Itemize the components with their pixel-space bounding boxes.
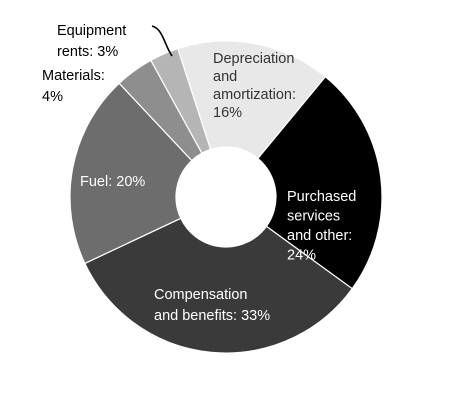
slice-label-line: 4% bbox=[42, 89, 63, 105]
slice-label-purchased-services-and-other: Purchased services and other: 24% bbox=[287, 189, 356, 264]
slice-label-line: and bbox=[213, 69, 237, 85]
slice-label-line: and other: bbox=[287, 228, 352, 244]
slice-label-fuel: Fuel: 20% bbox=[80, 174, 145, 190]
pie-slice-depreciation-and-amortization bbox=[177, 40, 327, 160]
slice-label-line: and benefits: 33% bbox=[154, 308, 270, 324]
slice-label-line: services bbox=[287, 209, 340, 225]
slice-label-line: Purchased bbox=[287, 189, 356, 205]
slices-layer bbox=[69, 40, 383, 354]
slice-label-line: Compensation bbox=[154, 287, 248, 303]
slice-label-line: rents: 3% bbox=[57, 44, 118, 60]
slice-label-line: 16% bbox=[213, 105, 242, 121]
slice-label-depreciation-and-amortization: Depreciation and amortization: 16% bbox=[213, 51, 296, 121]
slice-label-materials: Materials: 4% bbox=[42, 68, 105, 105]
slice-label-equipment-rents: Equipment rents: 3% bbox=[57, 23, 126, 60]
slice-label-compensation-and-benefits: Compensation and benefits: 33% bbox=[154, 287, 270, 324]
slice-label-line: Equipment bbox=[57, 23, 126, 39]
slice-label-line: Fuel: 20% bbox=[80, 174, 145, 190]
pie-slice-purchased-services-and-other bbox=[257, 75, 383, 290]
labels-layer: Depreciation and amortization: 16% Purchased… bbox=[42, 23, 356, 324]
pie-slice-equipment-rents bbox=[150, 47, 212, 154]
slice-label-line: Depreciation bbox=[213, 51, 294, 67]
pie-slice-compensation-and-benefits bbox=[84, 217, 354, 354]
label-leader-line bbox=[151, 25, 173, 57]
slice-label-line: 24% bbox=[287, 248, 316, 264]
slice-label-line: Materials: bbox=[42, 68, 105, 84]
slice-label-line: amortization: bbox=[213, 87, 296, 103]
